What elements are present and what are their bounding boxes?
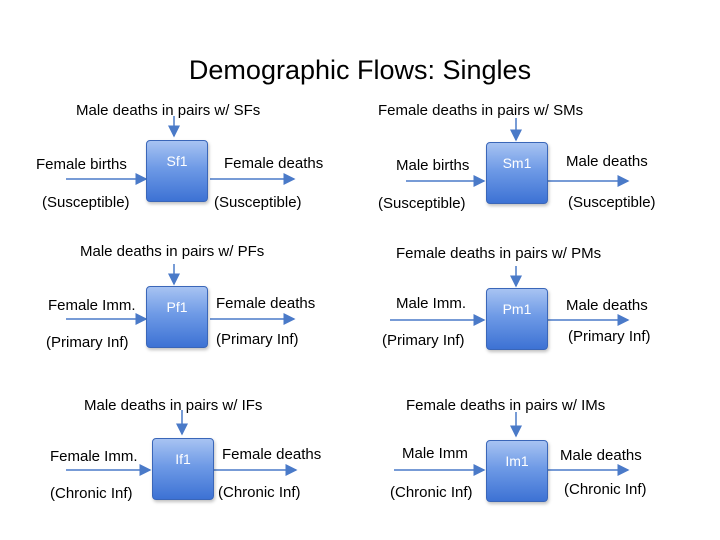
flow-node-pf1: Male deaths in pairs w/ PFs Pf1 Female I… bbox=[0, 240, 360, 390]
inflow-sublabel: (Susceptible) bbox=[378, 195, 466, 212]
inflow-top-label: Male deaths in pairs w/ PFs bbox=[80, 243, 265, 260]
inflow-top-label: Male deaths in pairs w/ SFs bbox=[76, 102, 261, 119]
state-box: Pf1 bbox=[146, 286, 208, 348]
inflow-sublabel: (Primary Inf) bbox=[46, 334, 129, 351]
inflow-sublabel: (Primary Inf) bbox=[382, 332, 465, 349]
inflow-label: Female births bbox=[36, 156, 127, 173]
flow-arrows bbox=[66, 410, 298, 476]
outflow-sublabel: (Primary Inf) bbox=[216, 331, 299, 348]
state-box: Im1 bbox=[486, 440, 548, 502]
inflow-label: Male births bbox=[396, 157, 470, 174]
flow-node-im1: Female deaths in pairs w/ IMs Im1 Male I… bbox=[360, 384, 720, 534]
diagram-title: Demographic Flows: Singles bbox=[188, 55, 532, 85]
outflow-sublabel: (Susceptible) bbox=[214, 194, 302, 211]
inflow-top-label: Male deaths in pairs w/ IFs bbox=[84, 397, 263, 414]
inflow-top-label: Female deaths in pairs w/ SMs bbox=[378, 102, 584, 119]
flow-arrows bbox=[66, 264, 296, 325]
inflow-label: Male Imm bbox=[402, 445, 468, 462]
outflow-sublabel: (Primary Inf) bbox=[568, 328, 651, 345]
outflow-label: Female deaths bbox=[222, 446, 322, 463]
flow-arrows bbox=[406, 118, 630, 187]
flow-node-pm1: Female deaths in pairs w/ PMs Pm1 Male I… bbox=[360, 240, 720, 390]
outflow-sublabel: (Susceptible) bbox=[568, 194, 656, 211]
inflow-top-label: Female deaths in pairs w/ PMs bbox=[396, 245, 602, 262]
flow-arrows bbox=[394, 412, 630, 476]
state-box: Sf1 bbox=[146, 140, 208, 202]
flow-arrows bbox=[390, 266, 630, 326]
inflow-label: Male Imm. bbox=[396, 295, 467, 312]
flow-node-sm1: Female deaths in pairs w/ SMs Sm1 Male b… bbox=[360, 98, 720, 248]
inflow-sublabel: (Chronic Inf) bbox=[50, 485, 133, 502]
outflow-label: Male deaths bbox=[566, 153, 648, 170]
state-box: If1 bbox=[152, 438, 214, 500]
inflow-label: Female Imm. bbox=[48, 297, 136, 314]
inflow-sublabel: (Susceptible) bbox=[42, 194, 130, 211]
flow-arrows bbox=[66, 116, 296, 185]
outflow-sublabel: (Chronic Inf) bbox=[218, 484, 301, 501]
outflow-sublabel: (Chronic Inf) bbox=[564, 481, 647, 498]
state-box: Pm1 bbox=[486, 288, 548, 350]
inflow-top-label: Female deaths in pairs w/ IMs bbox=[406, 397, 606, 414]
inflow-label: Female Imm. bbox=[50, 448, 138, 465]
outflow-label: Male deaths bbox=[560, 447, 642, 464]
outflow-label: Female deaths bbox=[216, 295, 316, 312]
flow-node-sf1: Male deaths in pairs w/ SFs Sf1 Female b… bbox=[0, 98, 360, 248]
inflow-sublabel: (Chronic Inf) bbox=[390, 484, 473, 501]
outflow-label: Female deaths bbox=[224, 155, 324, 172]
state-box: Sm1 bbox=[486, 142, 548, 204]
flow-node-if1: Male deaths in pairs w/ IFs If1 Female I… bbox=[0, 384, 360, 534]
outflow-label: Male deaths bbox=[566, 297, 648, 314]
